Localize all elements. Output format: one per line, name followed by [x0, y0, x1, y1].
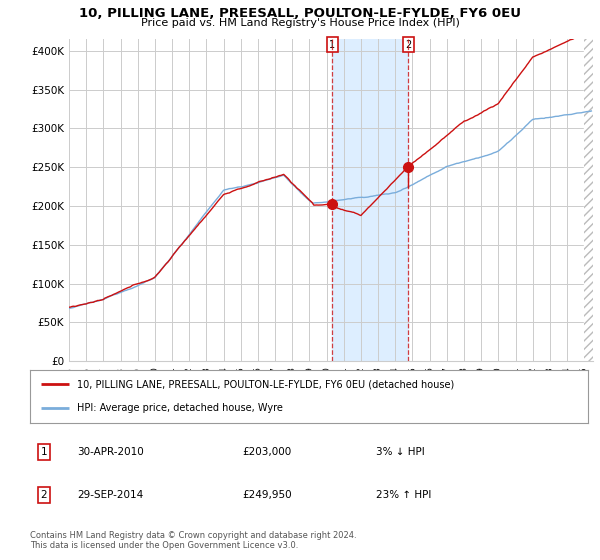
- Bar: [584, 39, 593, 361]
- Text: 1: 1: [329, 40, 335, 50]
- Text: 23% ↑ HPI: 23% ↑ HPI: [376, 490, 431, 500]
- Text: 29-SEP-2014: 29-SEP-2014: [77, 490, 143, 500]
- Text: 10, PILLING LANE, PREESALL, POULTON-LE-FYLDE, FY6 0EU: 10, PILLING LANE, PREESALL, POULTON-LE-F…: [79, 7, 521, 20]
- Text: 3% ↓ HPI: 3% ↓ HPI: [376, 447, 425, 457]
- Text: 10, PILLING LANE, PREESALL, POULTON-LE-FYLDE, FY6 0EU (detached house): 10, PILLING LANE, PREESALL, POULTON-LE-F…: [77, 380, 455, 390]
- Bar: [332, 39, 408, 361]
- Text: 2: 2: [405, 40, 412, 50]
- Text: £249,950: £249,950: [242, 490, 292, 500]
- Text: 2: 2: [41, 490, 47, 500]
- Text: 1: 1: [41, 447, 47, 457]
- Text: Contains HM Land Registry data © Crown copyright and database right 2024.
This d: Contains HM Land Registry data © Crown c…: [30, 531, 356, 550]
- Text: HPI: Average price, detached house, Wyre: HPI: Average price, detached house, Wyre: [77, 403, 283, 413]
- Text: 30-APR-2010: 30-APR-2010: [77, 447, 144, 457]
- Bar: [584, 39, 593, 361]
- Text: Price paid vs. HM Land Registry's House Price Index (HPI): Price paid vs. HM Land Registry's House …: [140, 18, 460, 28]
- Text: £203,000: £203,000: [242, 447, 291, 457]
